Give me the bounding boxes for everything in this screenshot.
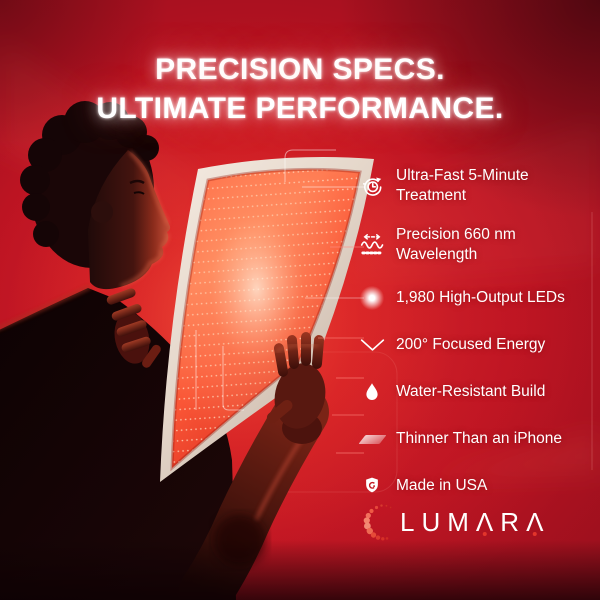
badge-icon xyxy=(358,472,386,500)
brand-letter: R xyxy=(500,507,520,537)
thin-icon xyxy=(357,425,387,453)
spec-row-thin: Thinner Than an iPhone xyxy=(357,425,594,453)
wavelength-icon xyxy=(358,231,386,259)
headline-line-1: PRECISION SPECS. xyxy=(155,53,445,86)
spec-row-wavelength: Precision 660 nm Wavelength xyxy=(358,225,594,265)
spec-row-energy: 200° Focused Energy xyxy=(358,331,594,359)
led-glow-icon xyxy=(358,284,386,312)
droplet-icon xyxy=(358,378,386,406)
spec-label: Water-Resistant Build xyxy=(396,383,546,400)
spec-label: 1,980 High-Output LEDs xyxy=(396,289,565,306)
spec-row-leds: 1,980 High-Output LEDs xyxy=(358,284,594,312)
brand-dot-arc xyxy=(363,504,392,541)
spec-label: Made in USA xyxy=(396,477,488,494)
spec-label: Ultra-Fast 5-Minute Treatment xyxy=(396,167,529,204)
angle-icon xyxy=(358,331,386,359)
spec-row-treatment: Ultra-Fast 5-Minute Treatment xyxy=(358,166,594,206)
model-ear xyxy=(91,201,113,223)
brand-letter: L xyxy=(400,507,415,537)
spec-list: Ultra-Fast 5-Minute Treatment Precision … xyxy=(357,166,594,500)
spec-row-water: Water-Resistant Build xyxy=(358,378,594,406)
brand-letter: Λ xyxy=(526,499,543,545)
brand-wordmark: L U M Λ R Λ xyxy=(400,499,543,545)
headline-line-2: ULTIMATE PERFORMANCE. xyxy=(96,92,504,125)
headline: PRECISION SPECS. ULTIMATE PERFORMANCE. xyxy=(0,50,600,128)
spec-row-usa: Made in USA xyxy=(358,472,594,500)
timer-icon xyxy=(358,172,386,200)
brand-letter: U xyxy=(421,507,441,537)
spec-label: 200° Focused Energy xyxy=(396,336,546,353)
spec-label: Thinner Than an iPhone xyxy=(396,430,563,447)
brand-letter: M xyxy=(447,507,469,537)
brand-letter: Λ xyxy=(476,499,493,545)
brand-logo: L U M Λ R Λ xyxy=(362,499,543,545)
spec-label: Precision 660 nm Wavelength xyxy=(396,226,516,263)
